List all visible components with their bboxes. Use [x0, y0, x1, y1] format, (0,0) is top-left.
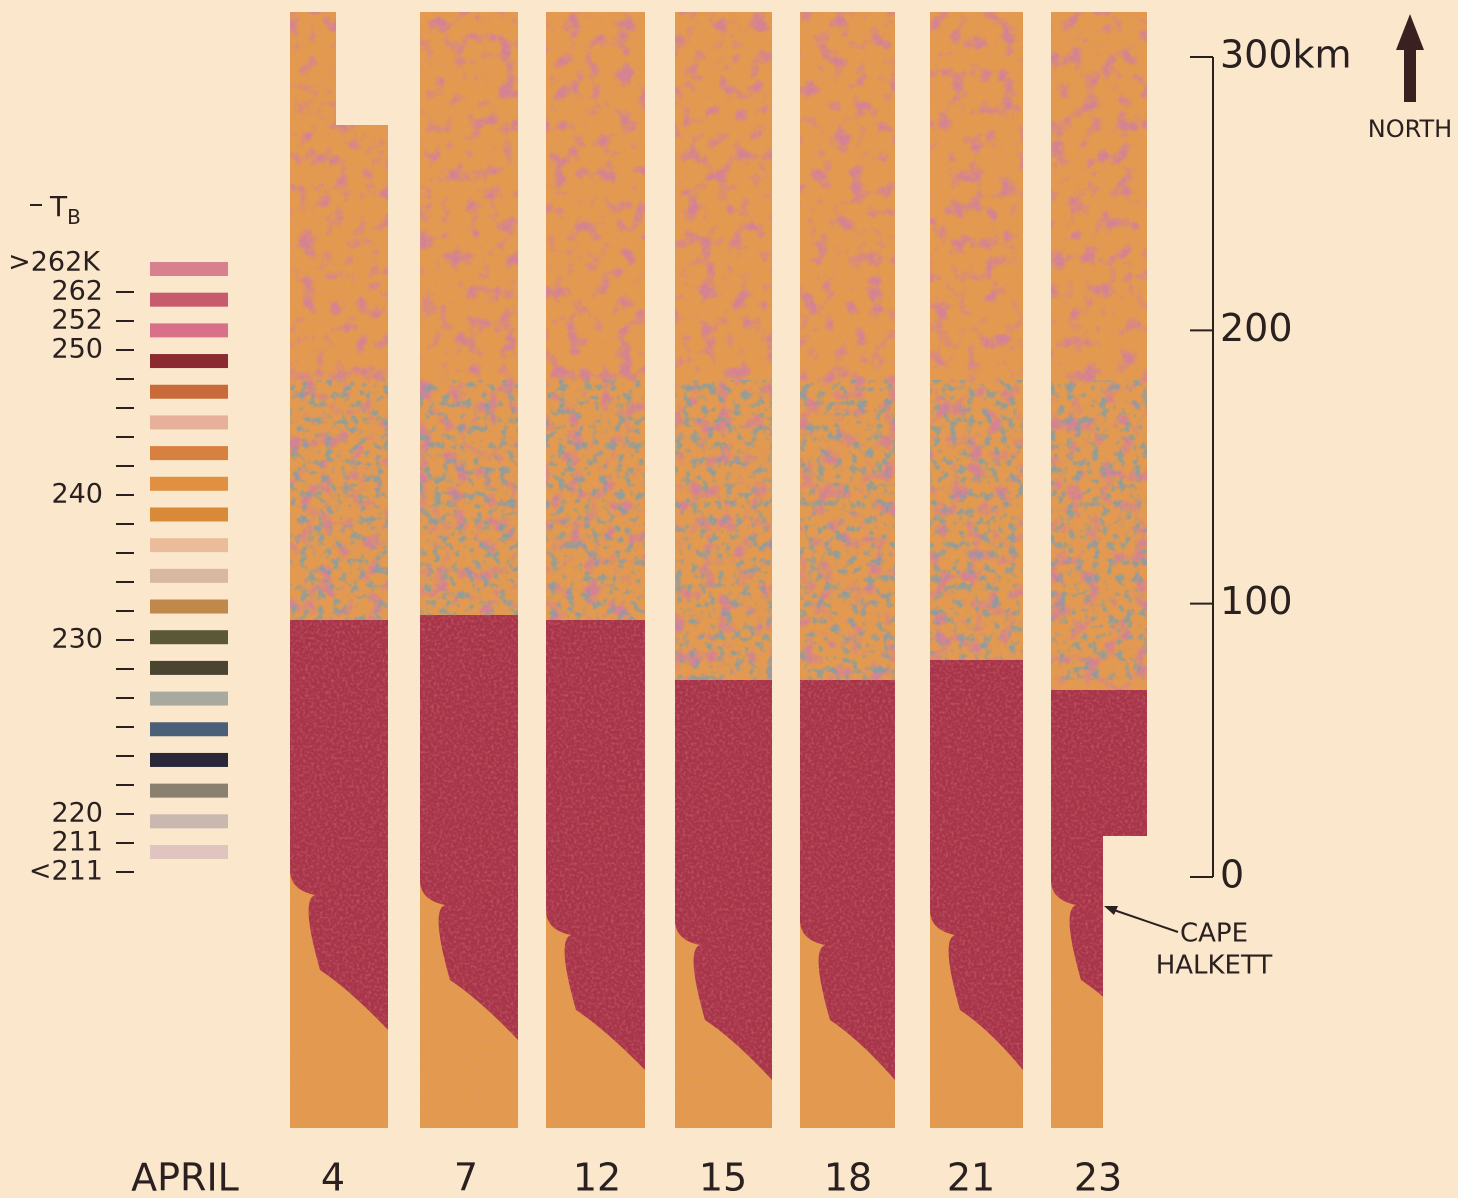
legend-swatch: [150, 661, 228, 675]
legend-title-t: T: [49, 190, 68, 223]
legend-swatch: [150, 845, 228, 859]
image-strip: [546, 0, 645, 1128]
legend-swatch: [150, 722, 228, 736]
page: {"legend": {"title": "T", "title_sub": "…: [0, 0, 1458, 1198]
legend-title: TB: [49, 190, 81, 229]
strip-grain: [930, 0, 1023, 1128]
strip-grain: [290, 0, 388, 1128]
strip-grain: [800, 0, 895, 1128]
image-strip: [930, 0, 1023, 1128]
day-label: 7: [454, 1156, 478, 1198]
north-arrow: [1396, 14, 1424, 102]
day-label: 4: [321, 1156, 345, 1198]
legend-swatch: [150, 323, 228, 337]
legend-swatch: [150, 784, 228, 798]
legend-label: 220: [51, 798, 103, 829]
scale-label: 0: [1220, 853, 1244, 897]
image-strip: [1051, 0, 1147, 1128]
annotation-arrowhead: [1104, 906, 1118, 915]
legend-swatch: [150, 477, 228, 491]
legend-swatch: [150, 507, 228, 521]
day-label: 15: [699, 1156, 747, 1198]
legend-swatch: [150, 354, 228, 368]
annotation-text: HALKETT: [1156, 951, 1273, 981]
legend-label: 252: [51, 305, 103, 336]
legend-title-sub: B: [67, 205, 81, 229]
scale-label: 200: [1220, 306, 1293, 350]
image-strip: [290, 0, 388, 1128]
month-label: APRIL: [131, 1156, 239, 1198]
strip-grain: [675, 0, 772, 1128]
legend-swatch: [150, 569, 228, 583]
day-label: 21: [947, 1156, 995, 1198]
strip-grain: [1051, 0, 1147, 1128]
day-label: 12: [573, 1156, 621, 1198]
image-strip: [800, 0, 895, 1128]
legend-swatch: [150, 814, 228, 828]
day-label: 18: [824, 1156, 872, 1198]
annotation-arrow: [1108, 908, 1178, 932]
strip-grain: [420, 0, 518, 1128]
legend-swatch: [150, 753, 228, 767]
image-strips: [290, 0, 1147, 1128]
legend-swatch: [150, 293, 228, 307]
legend-swatch: [150, 262, 228, 276]
scale-label: 300km: [1220, 33, 1352, 77]
legend-label: 262: [51, 276, 103, 307]
legend-label: 250: [51, 334, 103, 365]
figure: TB APRIL NORTH 4 7 12 15 18 21 23 >262K26225225…: [0, 0, 1458, 1198]
legend-swatch: [150, 630, 228, 644]
image-strip: [420, 0, 518, 1128]
legend-swatch: [150, 415, 228, 429]
strip-grain: [546, 0, 645, 1128]
legend-swatch: [150, 600, 228, 614]
legend-label: 230: [51, 624, 103, 655]
legend-label: >262K: [8, 247, 101, 278]
legend-label: 240: [51, 479, 103, 510]
legend-swatch: [150, 692, 228, 706]
legend-swatch: [150, 538, 228, 552]
legend-swatch: [150, 385, 228, 399]
annotation-text: CAPE: [1180, 919, 1248, 949]
legend-label: 211: [51, 827, 103, 858]
legend-swatch: [150, 446, 228, 460]
day-label: 23: [1074, 1156, 1122, 1198]
north-label: NORTH: [1368, 115, 1452, 143]
scale-label: 100: [1220, 579, 1293, 623]
legend-label: <211: [29, 856, 103, 887]
image-strip: [675, 0, 772, 1128]
